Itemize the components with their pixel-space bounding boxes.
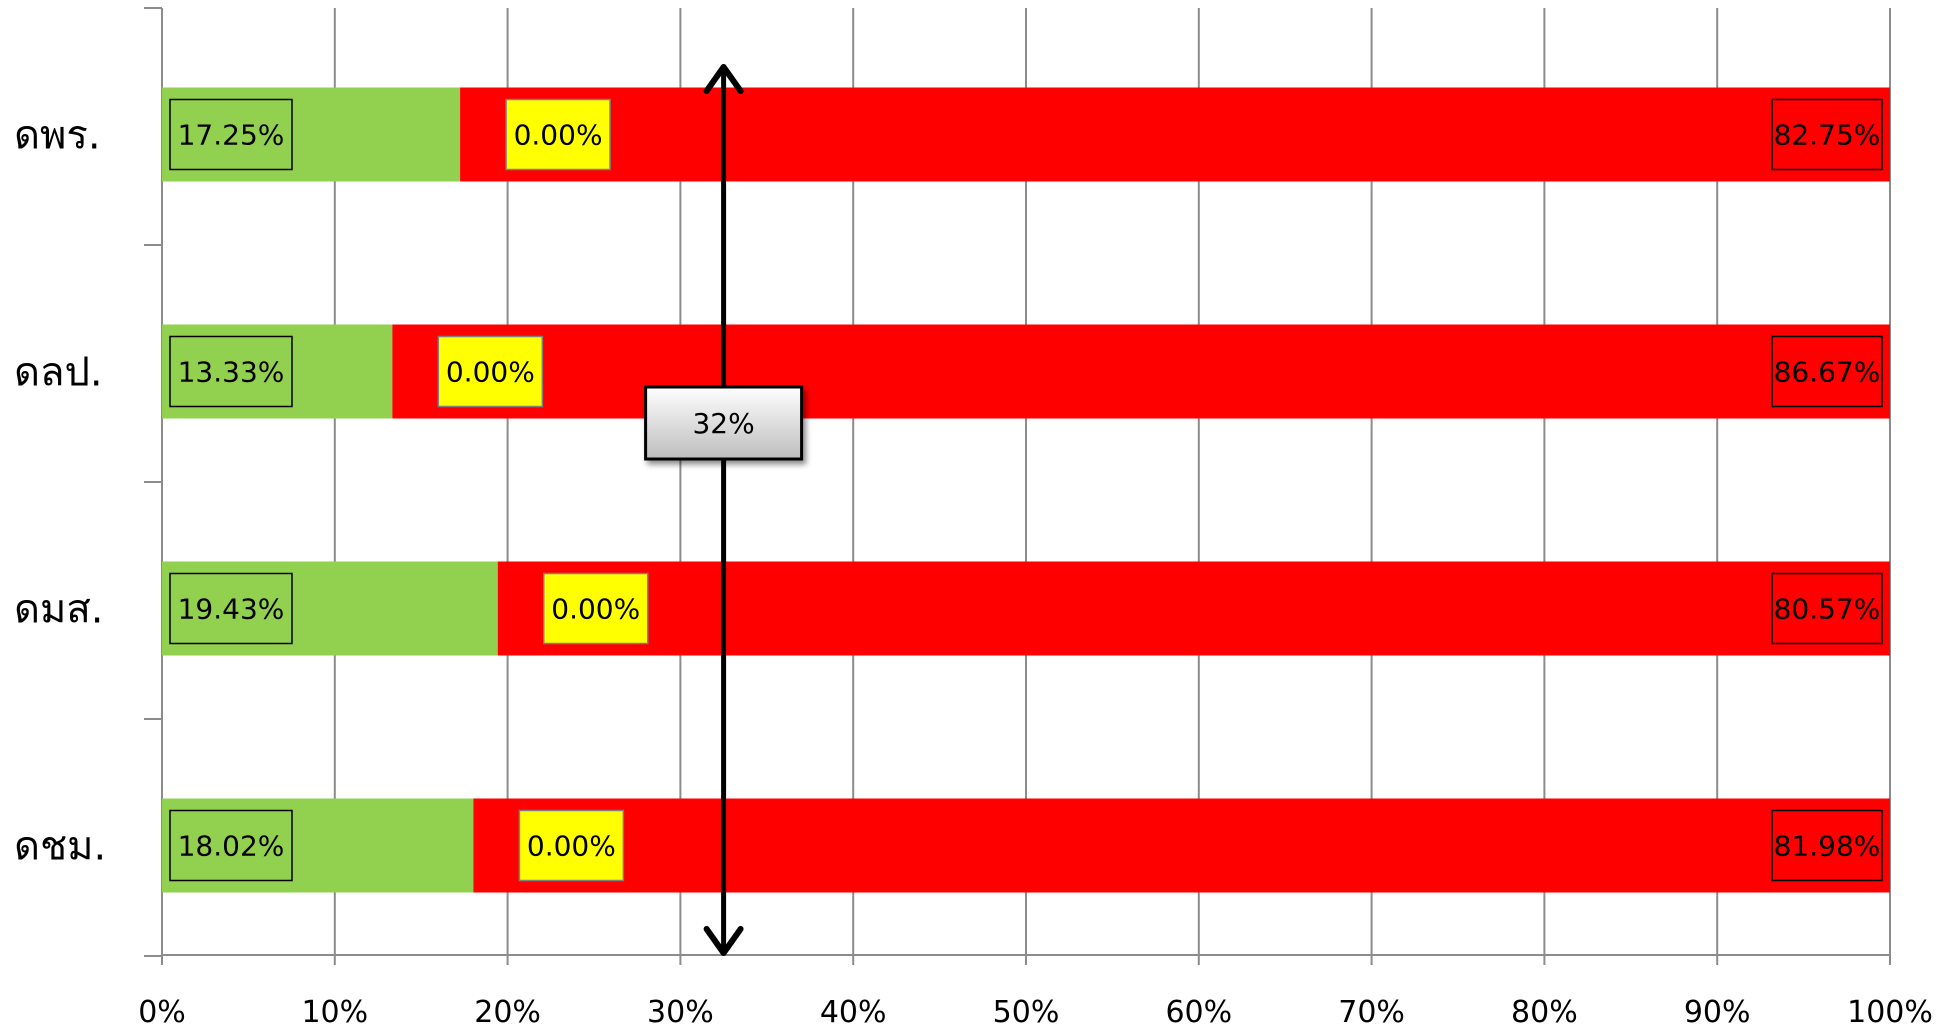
data-label: 0.00% [446,356,535,389]
annotation-arrowhead-top [703,64,744,94]
x-tick-label: 90% [1684,995,1751,1026]
data-label: 82.75% [1774,119,1881,152]
data-label: 17.25% [178,119,285,152]
data-label-box [169,335,293,408]
data-label-box [543,572,649,645]
data-label-box [169,572,293,645]
data-label: 81.98% [1774,830,1881,863]
bar-segment [392,324,1890,419]
x-tick-label: 0% [138,995,186,1026]
annotation-arrowhead-bottom [703,926,744,956]
data-label: 13.33% [178,356,285,389]
data-label-box [1771,98,1883,171]
data-label: 0.00% [551,593,640,626]
annotation: 32% [644,64,804,956]
data-label-box [169,98,293,171]
data-label-box [1771,335,1883,408]
data-label: 18.02% [178,830,285,863]
x-tick-label: 30% [647,995,714,1026]
category-label: ดมส. [14,587,103,633]
axes: 0% 10% 20% 30% 40% 50% 60% 70% 80% 90% 100% ดพร. ดลป… [14,7,1933,1026]
data-label: 86.67% [1774,356,1881,389]
bar-segment [473,798,1890,893]
x-tick-label: 40% [820,995,887,1026]
data-label-box [169,809,293,882]
x-tick-label: 50% [993,995,1060,1026]
x-tick-label: 60% [1165,995,1232,1026]
data-labels: 17.25% 0.00% 82.75% 13.33% 0.00% 86.67% 19.43%… [169,98,1883,882]
category-label: ดลป. [14,350,103,396]
data-label: 0.00% [527,830,616,863]
data-label-box [518,809,625,882]
x-tick-label: 20% [474,995,541,1026]
annotation-label-box [644,385,804,461]
annotation-label: 32% [692,407,754,440]
data-label-box [437,335,544,408]
category-label: ดชม. [14,824,106,870]
data-label: 80.57% [1774,593,1881,626]
bars [162,87,1891,893]
bar-segment [497,561,1891,656]
x-tick-label: 70% [1338,995,1405,1026]
category-label: ดพร. [14,113,101,159]
x-tick-label: 80% [1511,995,1578,1026]
x-tick-label: 100% [1847,995,1933,1026]
data-label: 0.00% [514,119,603,152]
data-label: 19.43% [178,593,285,626]
data-label-box [1771,809,1883,882]
data-label-box [1771,572,1883,645]
data-label-box [505,98,611,171]
bar-segment [460,87,1891,182]
x-tick-label: 10% [301,995,368,1026]
